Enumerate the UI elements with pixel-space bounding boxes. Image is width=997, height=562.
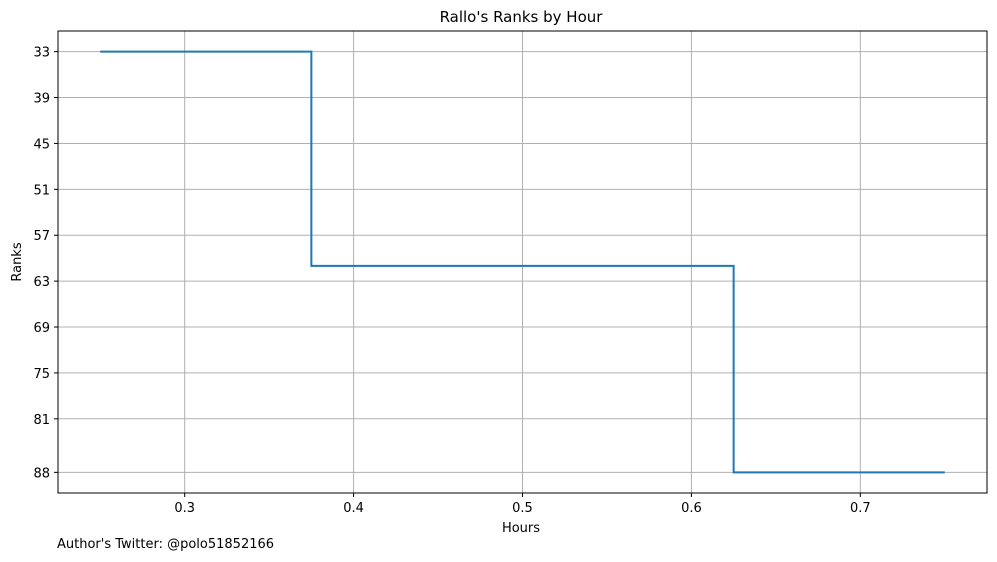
y-tick-label: 88: [33, 466, 50, 481]
y-tick-label: 81: [33, 413, 50, 428]
x-tick-label: 0.7: [850, 501, 871, 516]
y-tick-label: 69: [33, 321, 50, 336]
x-tick-label: 0.5: [512, 501, 533, 516]
y-tick-label: 51: [33, 183, 50, 198]
author-credit: Author's Twitter: @polo51852166: [57, 537, 275, 552]
x-tick-label: 0.3: [174, 501, 195, 516]
grid-lines: [58, 31, 987, 493]
x-axis-ticks: 0.3 0.4 0.5 0.6 0.7: [174, 493, 871, 516]
series-group: [100, 50, 945, 474]
x-tick-label: 0.6: [681, 501, 702, 516]
y-tick-label: 57: [33, 229, 50, 244]
y-tick-label: 39: [33, 92, 50, 107]
y-tick-label: 63: [33, 275, 50, 290]
x-axis-label: Hours: [502, 521, 540, 536]
y-tick-label: 45: [33, 137, 50, 152]
y-axis-label: Ranks: [10, 242, 25, 281]
rank-step-line: [100, 50, 945, 474]
y-tick-label: 33: [33, 46, 50, 61]
x-tick-label: 0.4: [343, 501, 364, 516]
y-tick-label: 75: [33, 367, 50, 382]
chart-title: Rallo's Ranks by Hour: [440, 8, 604, 26]
y-axis-ticks: 33 39 45 51 57 63 69 75 81 88: [33, 46, 58, 481]
